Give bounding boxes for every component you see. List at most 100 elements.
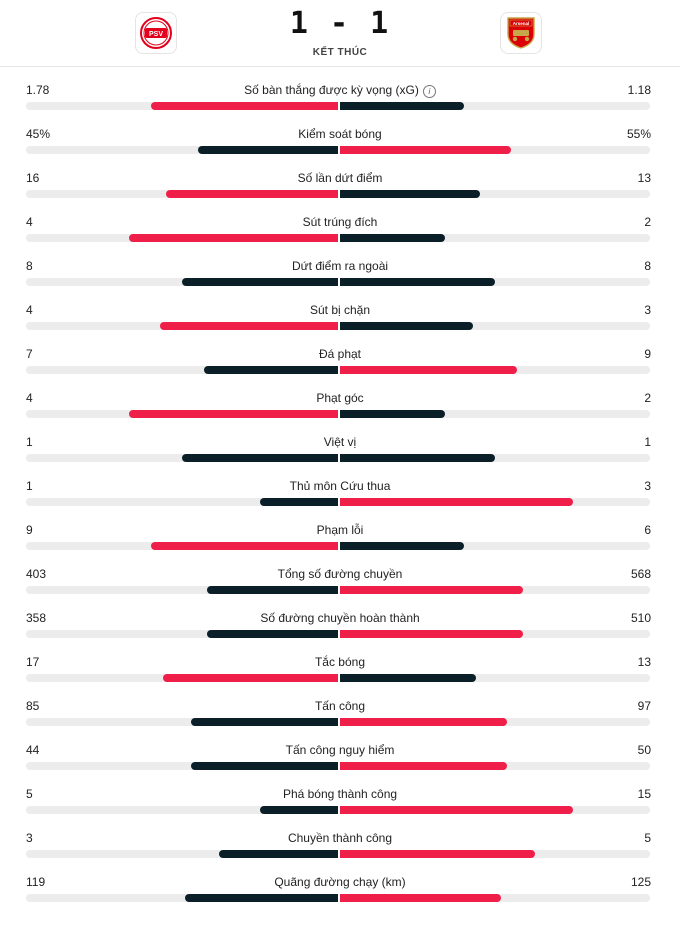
home-team-crest[interactable]: PSV: [135, 12, 177, 54]
home-stat-value: 4: [26, 303, 33, 317]
home-stat-value: 17: [26, 655, 40, 669]
away-stat-bar: [340, 630, 523, 638]
home-stat-bar: [260, 498, 338, 506]
away-stat-value: 1.18: [627, 83, 651, 97]
away-stat-bar: [340, 542, 464, 550]
home-stat-value: 45%: [26, 127, 51, 141]
home-stat-track: [26, 146, 338, 154]
away-stat-value: 5: [644, 831, 651, 845]
away-stat-value: 125: [630, 875, 651, 889]
away-stat-track: [340, 102, 650, 110]
stat-label: Sút bị chặn: [140, 303, 540, 317]
stat-row: 16 Số lần dứt điểm 13: [0, 154, 680, 198]
away-stat-bar: [340, 850, 536, 858]
stat-label: Phạt góc: [140, 391, 540, 405]
stat-label: Tấn công: [140, 699, 540, 713]
away-stat-value: 15: [637, 787, 651, 801]
stat-label: Số lần dứt điểm: [140, 171, 540, 185]
away-stat-value: 2: [644, 215, 651, 229]
away-stat-value: 55%: [626, 127, 651, 141]
stat-label: Tấn công nguy hiểm: [140, 743, 540, 757]
stat-label: Đá phạt: [140, 347, 540, 361]
away-stat-value: 8: [644, 259, 651, 273]
info-icon[interactable]: i: [422, 85, 436, 98]
stat-row: 8 Dứt điểm ra ngoài 8: [0, 242, 680, 286]
stat-row: 7 Đá phạt 9: [0, 330, 680, 374]
stat-label-text: Sút trúng đích: [302, 215, 378, 229]
stat-row: 119 Quãng đường chạy (km) 125: [0, 858, 680, 902]
away-stat-track: [340, 718, 650, 726]
home-stat-bar: [219, 850, 338, 858]
away-stat-track: [340, 234, 650, 242]
stat-label: Phá bóng thành công: [140, 787, 540, 801]
home-stat-value: 9: [26, 523, 33, 537]
home-stat-track: [26, 806, 338, 814]
home-stat-bar: [206, 586, 338, 594]
home-stat-bar: [182, 454, 338, 462]
away-stat-value: 6: [644, 523, 651, 537]
away-stat-value: 1: [644, 435, 651, 449]
svg-text:Arsenal: Arsenal: [513, 21, 530, 26]
home-stat-value: 119: [26, 875, 46, 889]
home-stat-value: 16: [26, 171, 40, 185]
stat-label-text: Tấn công: [314, 699, 366, 713]
away-team-crest[interactable]: Arsenal: [500, 12, 542, 54]
stat-label-text: Số lần dứt điểm: [297, 171, 383, 185]
stat-label-text: Tấn công nguy hiểm: [285, 743, 395, 757]
home-stat-bar: [191, 718, 338, 726]
home-stat-value: 44: [26, 743, 40, 757]
away-stat-bar: [340, 146, 511, 154]
home-stat-track: [26, 630, 338, 638]
away-stat-value: 9: [644, 347, 651, 361]
away-stat-bar: [340, 234, 446, 242]
away-stat-bar: [340, 366, 517, 374]
home-stat-bar: [203, 366, 338, 374]
stat-label-text: Số đường chuyền hoàn thành: [260, 611, 420, 625]
home-stat-value: 4: [26, 391, 33, 405]
home-stat-track: [26, 102, 338, 110]
away-stat-bar: [340, 762, 508, 770]
stat-label-text: Phạm lỗi: [316, 523, 364, 537]
stat-label-text: Sút bị chặn: [309, 303, 371, 317]
stat-label-text: Phá bóng thành công: [282, 787, 398, 801]
stat-label-text: Đá phạt: [318, 347, 362, 361]
stat-label-text: Thủ môn Cứu thua: [289, 479, 391, 493]
stat-row: 4 Sút bị chặn 3: [0, 286, 680, 330]
stat-label-text: Chuyền thành công: [287, 831, 393, 845]
home-stat-value: 5: [26, 787, 33, 801]
stat-row: 1.78 Số bàn thắng được kỳ vọng (xG) i 1.18: [0, 66, 680, 110]
match-header: PSV 1 - 1 KẾT THÚC Arsenal: [0, 0, 680, 67]
away-stat-track: [340, 366, 650, 374]
home-stat-track: [26, 586, 338, 594]
away-stat-value: 97: [637, 699, 651, 713]
stat-label: Kiểm soát bóng: [140, 127, 540, 141]
away-stat-track: [340, 322, 650, 330]
svg-text:PSV: PSV: [149, 31, 163, 38]
home-stat-bar: [160, 322, 338, 330]
stat-row: 1 Việt vị 1: [0, 418, 680, 462]
away-stat-track: [340, 454, 650, 462]
away-stat-track: [340, 410, 650, 418]
stat-label-text: Quãng đường chạy (km): [274, 875, 406, 889]
home-stat-value: 3: [26, 831, 33, 845]
match-score: 1 - 1: [289, 6, 391, 41]
stat-label: Việt vị: [140, 435, 540, 449]
away-stat-track: [340, 850, 650, 858]
home-stat-track: [26, 234, 338, 242]
away-stat-bar: [340, 894, 502, 902]
stat-label-text: Kiểm soát bóng: [298, 127, 382, 141]
home-stat-track: [26, 718, 338, 726]
stat-row: 4 Phạt góc 2: [0, 374, 680, 418]
stat-row: 85 Tấn công 97: [0, 682, 680, 726]
stat-row: 403 Tổng số đường chuyền 568: [0, 550, 680, 594]
away-stat-bar: [340, 278, 495, 286]
away-stat-track: [340, 674, 650, 682]
home-stat-bar: [191, 762, 338, 770]
home-stat-track: [26, 498, 338, 506]
away-stat-bar: [340, 454, 495, 462]
stat-row: 1 Thủ môn Cứu thua 3: [0, 462, 680, 506]
home-stat-track: [26, 322, 338, 330]
stat-label: Dứt điểm ra ngoài: [140, 259, 540, 273]
home-stat-track: [26, 190, 338, 198]
home-stat-bar: [260, 806, 338, 814]
